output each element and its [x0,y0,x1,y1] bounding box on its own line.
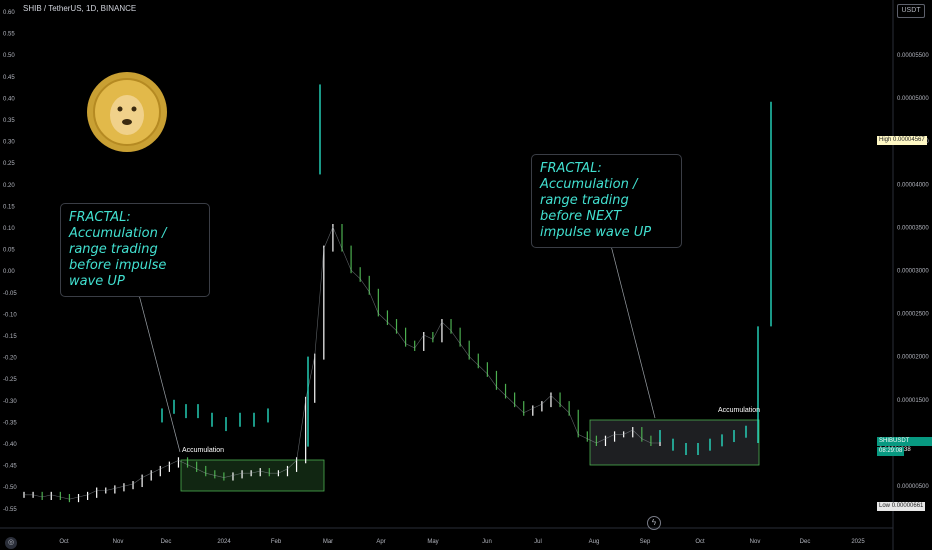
x-tick-label: 2025 [851,539,865,545]
note-pointer-right [603,217,656,419]
pair-label: SHIBUSDT [879,438,910,444]
left-tick-label: 0.25 [3,161,15,167]
x-tick-label: Jun [482,539,492,545]
fractal-bars [161,84,772,455]
left-tick-label: 0.60 [3,10,15,16]
right-tick-label: 0.00003500 [897,225,929,231]
left-tick-label: -0.05 [3,291,17,297]
right-tick-label: 0.00004000 [897,182,929,188]
left-tick-label: -0.15 [3,334,17,340]
bolt-icon[interactable]: ϟ [647,516,661,530]
x-tick-label: Oct [695,539,705,545]
x-tick-label: Feb [271,539,282,545]
x-tick-label: Sep [640,539,651,545]
left-tick-label: 0.30 [3,140,15,146]
right-tick-label: 0.00000500 [897,484,929,490]
high-label: High [879,137,892,143]
left-tick-label: 0.15 [3,204,15,210]
left-tick-label: -0.35 [3,420,17,426]
x-tick-label: Jul [534,539,542,545]
left-tick-label: 0.40 [3,96,15,102]
right-tick-label: 0.00003000 [897,269,929,275]
left-tick-label: 0.50 [3,53,15,59]
x-tick-label: May [427,539,438,545]
high-value: 0.00004567 [893,137,925,143]
right-tick-label: 0.00001500 [897,398,929,404]
right-tick-label: 0.00002000 [897,355,929,361]
x-tick-label: Oct [59,539,69,545]
price-series [23,224,661,503]
right-tick-label: 0.00005000 [897,96,929,102]
left-tick-label: 0.20 [3,183,15,189]
accumulation-box-right [589,419,760,466]
left-tick-label: -0.25 [3,377,17,383]
accumulation-label-right: Accumulation [718,407,761,414]
axis-unit-button[interactable]: USDT [897,4,925,18]
price-line [24,226,660,500]
x-axis: Oct Nov Dec 2024 Feb Mar Apr May Jun Jul Aug Sep Oct… [59,539,865,545]
fractal-note-right: FRACTAL: Accumulation / range trading be… [531,154,682,248]
x-tick-label: Apr [376,539,385,545]
left-tick-label: -0.30 [3,399,17,405]
low-value: 0.00000661 [891,503,924,509]
accumulation-label-left: Accumulation [182,447,225,454]
left-tick-label: -0.10 [3,312,17,318]
note-pointer-left [131,267,181,453]
right-tick-label: 0.00002500 [897,312,929,318]
left-tick-label: 0.05 [3,248,15,254]
left-tick-label: 0.35 [3,118,15,124]
high-price-badge: High 0.00004567 [877,136,927,145]
chart-title: SHIB / TetherUS, 1D, BINANCE [23,4,137,13]
right-axis: 0.000055000.000050000.000045000.00004000… [897,53,929,490]
current-price-badge: SHIBUSDT 0.00001338 [877,437,932,453]
x-tick-label: Aug [589,539,600,545]
left-axis: 0.60 0.55 0.50 0.45 0.40 0.35 0.30 0.25 0.20 0.15… [3,10,17,513]
fractal-note-left: FRACTAL: Accumulation / range trading be… [60,203,210,297]
x-tick-label: Nov [113,539,124,545]
left-tick-label: -0.20 [3,356,17,362]
x-tick-label: Mar [323,539,333,545]
low-price-badge: Low 0.00000661 [877,502,926,511]
x-tick-label: Dec [800,539,811,545]
left-tick-label: 0.10 [3,226,15,232]
left-tick-label: -0.45 [3,464,17,470]
left-tick-label: -0.50 [3,485,17,491]
x-tick-label: Nov [750,539,761,545]
grid [0,0,894,550]
x-tick-label: 2024 [217,539,231,545]
left-tick-label: -0.40 [3,442,17,448]
left-tick-label: 0.45 [3,75,15,81]
dogecoin-logo [87,72,167,152]
accumulation-box-left [180,459,325,492]
countdown-badge: 08:29:08 [877,447,905,456]
note-pointers [131,217,656,453]
left-tick-label: 0.00 [3,269,15,275]
x-tick-label: Dec [161,539,172,545]
tradingview-logo[interactable]: ◎ [5,537,17,549]
right-tick-label: 0.00005500 [897,53,929,59]
left-tick-label: -0.55 [3,507,17,513]
accumulation-ranges [180,419,760,492]
left-tick-label: 0.55 [3,32,15,38]
low-label: Low [879,503,891,509]
